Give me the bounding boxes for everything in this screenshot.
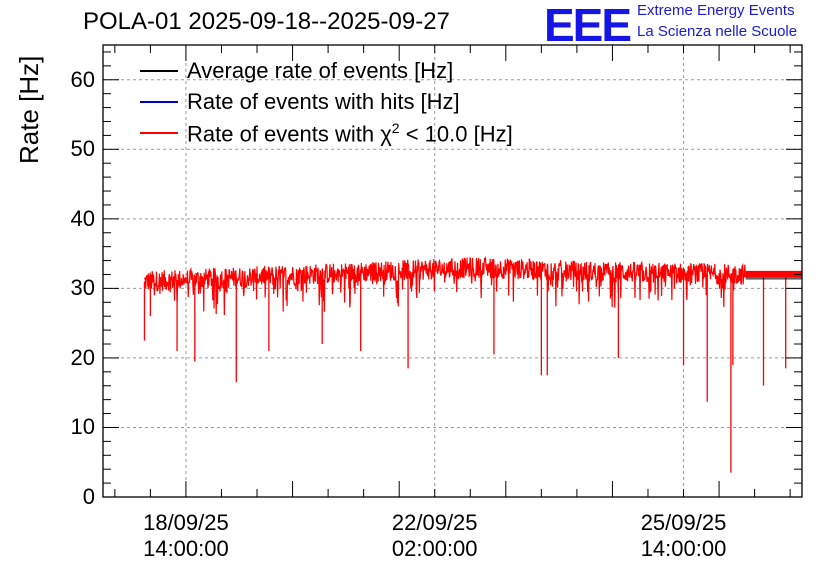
series-chi2-trace [144,255,747,315]
legend-chi2-sup: 2 [391,120,400,136]
plot-frame [102,44,803,498]
legend-label-average: Average rate of events [Hz] [187,58,454,83]
legend-swatch-average [140,70,178,72]
legend-chi2-suffix: < 10.0 [Hz] [399,121,513,147]
eee-logo: EEE [544,0,632,51]
x-tick-date: 18/09/25 [143,510,229,535]
chart-title: POLA-01 2025-09-18--2025-09-27 [83,8,450,35]
y-tick-label: 0 [82,484,95,509]
legend-label-hits: Rate of events with hits [Hz] [187,89,460,114]
x-tick-label: 22/09/25 02:00:00 [375,510,495,562]
legend-label-chi2: Rate of events with χ2 < 10.0 [Hz] [187,120,513,147]
logo-line-2: La Scienza nelle Scuole [637,23,798,40]
y-tick-label: 60 [70,66,95,92]
legend-chi2-prefix: Rate of events with [187,121,381,147]
logo-line-1: Extreme Energy Events [637,2,795,19]
legend-swatch-hits [140,101,178,103]
x-tick-date: 22/09/25 [391,510,478,535]
y-axis-label: Rate [Hz] [14,55,44,164]
y-tick-label: 20 [70,344,95,370]
x-tick-label: 18/09/25 14:00:00 [126,510,246,562]
legend-chi2-symbol: χ [380,121,392,147]
x-tick-time: 14:00:00 [143,536,229,561]
y-tick-label: 40 [70,205,95,231]
x-tick-date: 25/09/25 [640,510,727,535]
legend-swatch-chi2 [140,132,178,134]
y-tick-label: 30 [70,275,95,301]
x-tick-time: 02:00:00 [391,536,478,561]
x-tick-label: 25/09/25 14:00:00 [624,510,744,562]
series-chi2-tail [745,270,802,278]
x-tick-time: 14:00:00 [640,536,727,561]
y-tick-label: 50 [70,136,95,162]
y-tick-label: 10 [70,414,95,440]
